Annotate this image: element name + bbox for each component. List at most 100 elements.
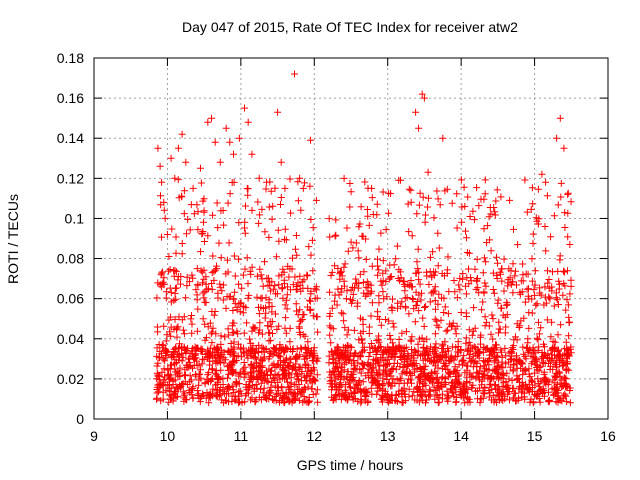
data-point bbox=[550, 212, 558, 220]
data-point bbox=[241, 363, 249, 371]
data-point bbox=[527, 395, 535, 403]
data-point bbox=[158, 368, 166, 376]
data-point bbox=[198, 393, 206, 401]
data-point bbox=[389, 339, 397, 347]
data-point bbox=[402, 328, 410, 336]
data-point bbox=[368, 299, 376, 307]
data-point bbox=[209, 385, 217, 393]
data-point bbox=[198, 268, 206, 276]
data-point bbox=[194, 305, 202, 313]
data-point bbox=[167, 313, 175, 321]
data-point bbox=[490, 204, 498, 211]
data-point bbox=[241, 104, 248, 112]
data-point bbox=[405, 375, 413, 383]
data-point bbox=[178, 130, 186, 138]
data-point bbox=[248, 346, 256, 354]
data-point bbox=[481, 357, 489, 365]
data-point bbox=[552, 398, 560, 406]
data-point bbox=[487, 247, 495, 255]
data-point bbox=[563, 296, 571, 304]
data-point bbox=[161, 214, 169, 222]
data-point bbox=[553, 134, 561, 142]
data-point bbox=[276, 398, 283, 406]
data-point bbox=[372, 377, 380, 385]
data-point bbox=[293, 283, 301, 290]
data-point bbox=[268, 367, 275, 375]
data-point bbox=[285, 273, 293, 281]
data-point bbox=[221, 356, 229, 364]
data-point bbox=[521, 298, 529, 306]
data-point bbox=[507, 280, 515, 288]
data-point bbox=[513, 364, 521, 372]
data-point bbox=[520, 314, 528, 322]
data-point bbox=[561, 224, 569, 231]
data-point bbox=[412, 108, 420, 116]
data-point bbox=[368, 184, 376, 192]
data-point bbox=[480, 195, 488, 203]
data-point bbox=[433, 317, 441, 325]
data-point bbox=[555, 301, 562, 308]
data-point bbox=[435, 378, 442, 386]
data-point bbox=[489, 286, 497, 293]
data-point bbox=[555, 285, 563, 293]
data-point bbox=[304, 338, 312, 346]
data-point bbox=[468, 384, 476, 392]
data-point bbox=[475, 202, 483, 210]
data-point bbox=[262, 394, 269, 401]
data-point bbox=[332, 216, 340, 224]
data-point bbox=[183, 230, 190, 238]
data-point bbox=[493, 275, 501, 282]
data-point bbox=[466, 398, 474, 406]
data-point bbox=[242, 202, 249, 210]
data-point bbox=[326, 322, 334, 330]
data-point bbox=[529, 353, 537, 361]
data-point bbox=[153, 362, 161, 370]
data-point bbox=[534, 220, 542, 228]
data-point bbox=[168, 225, 176, 233]
data-point bbox=[161, 357, 169, 365]
data-point bbox=[255, 174, 263, 182]
y-tick-label: 0.06 bbox=[57, 291, 84, 307]
data-point bbox=[391, 353, 399, 361]
data-point bbox=[183, 282, 191, 290]
data-point bbox=[350, 326, 358, 334]
data-point bbox=[153, 294, 161, 302]
data-point bbox=[277, 201, 284, 208]
data-point bbox=[327, 339, 335, 347]
data-point bbox=[235, 388, 243, 396]
data-point bbox=[326, 331, 334, 339]
data-point bbox=[469, 372, 477, 380]
data-point bbox=[205, 399, 213, 407]
data-point bbox=[337, 309, 345, 317]
data-point bbox=[306, 182, 314, 190]
data-point bbox=[461, 359, 469, 367]
data-point bbox=[220, 399, 228, 407]
data-point bbox=[307, 216, 315, 223]
data-point bbox=[230, 252, 238, 260]
data-point bbox=[199, 279, 206, 287]
data-point bbox=[226, 138, 234, 146]
data-point bbox=[358, 348, 366, 356]
data-point bbox=[166, 371, 174, 379]
data-point bbox=[174, 144, 182, 152]
data-point bbox=[172, 284, 179, 292]
data-point bbox=[564, 267, 571, 275]
data-point bbox=[336, 353, 344, 361]
data-point bbox=[256, 211, 264, 219]
data-point bbox=[458, 390, 466, 398]
data-point bbox=[393, 375, 401, 383]
data-point bbox=[392, 391, 400, 399]
data-point bbox=[168, 353, 176, 361]
data-point bbox=[540, 301, 548, 309]
data-point bbox=[240, 303, 248, 311]
data-point bbox=[521, 176, 529, 184]
data-point bbox=[535, 318, 542, 326]
data-point bbox=[554, 267, 562, 275]
data-point bbox=[253, 373, 261, 381]
data-point bbox=[506, 356, 514, 363]
data-point bbox=[259, 376, 267, 384]
data-point bbox=[362, 393, 370, 400]
data-point bbox=[286, 383, 294, 390]
data-point bbox=[305, 352, 313, 359]
data-point bbox=[340, 317, 348, 325]
